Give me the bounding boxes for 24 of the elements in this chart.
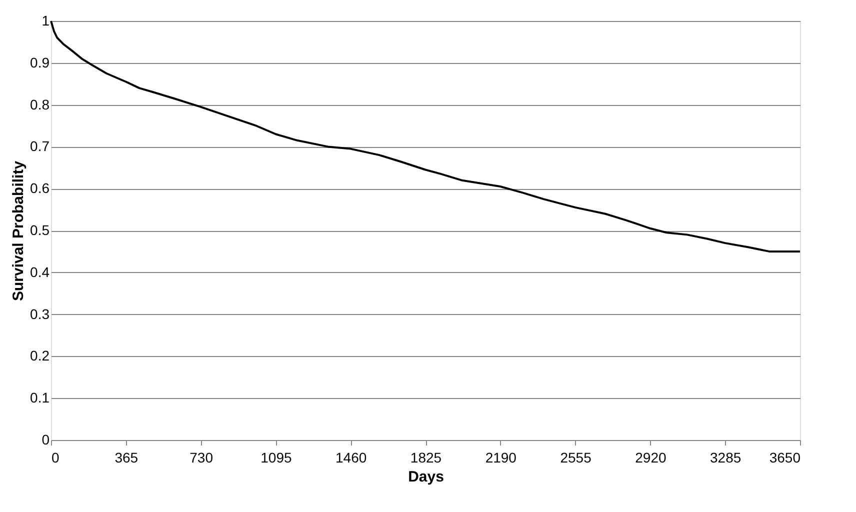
y-tick-label: 1 bbox=[42, 12, 50, 28]
x-tick-label: 2190 bbox=[485, 450, 517, 466]
line-series bbox=[50, 20, 801, 252]
y-tick-label: 0.2 bbox=[30, 348, 50, 364]
x-tick-label: 3285 bbox=[710, 450, 742, 466]
y-tick-label: 0.7 bbox=[30, 138, 50, 154]
x-tick-label: 2555 bbox=[560, 450, 592, 466]
y-axis-title: Survival Probability bbox=[10, 160, 28, 302]
y-tick-label: 0.6 bbox=[30, 180, 50, 196]
x-tick-label: 1825 bbox=[410, 450, 442, 466]
y-tick-label: 0.9 bbox=[30, 54, 50, 70]
x-tick-label: 1460 bbox=[336, 450, 367, 466]
x-tick-label: 2920 bbox=[635, 450, 666, 466]
y-tick-label: 0.5 bbox=[30, 222, 50, 238]
y-tick-label: 0.4 bbox=[30, 264, 50, 280]
y-tick-label: 0 bbox=[42, 432, 50, 448]
y-tick-label: 0.1 bbox=[30, 390, 50, 406]
x-tick-label: 3650 bbox=[769, 450, 801, 466]
x-tick-label: 730 bbox=[190, 450, 214, 466]
y-tick-label: 0.3 bbox=[30, 306, 50, 322]
x-tick-label: 1095 bbox=[260, 450, 292, 466]
y-tick-label: 0.8 bbox=[30, 96, 50, 112]
x-axis-title: Days bbox=[408, 468, 444, 486]
x-tick-label: 365 bbox=[114, 450, 138, 466]
